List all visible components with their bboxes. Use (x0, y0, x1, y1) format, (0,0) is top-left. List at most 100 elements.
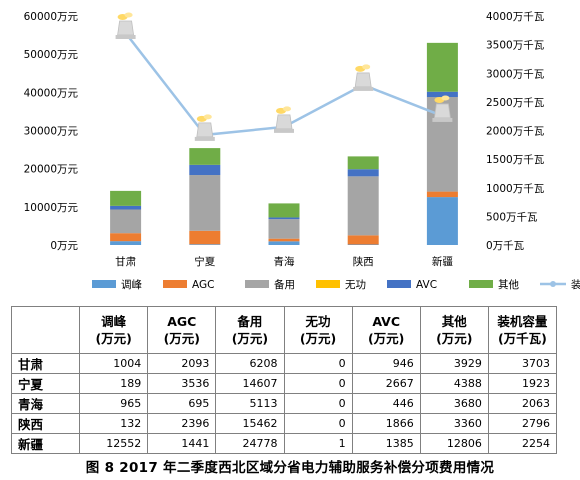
header-name: 备用 (237, 314, 263, 329)
marker-steam (441, 95, 450, 101)
marker-steam (124, 12, 133, 18)
header-unit: (万元) (299, 331, 337, 346)
capacity-marker (353, 64, 374, 91)
table-cell: 12806 (419, 433, 489, 454)
table-header-cell: 备用 (万元) (215, 306, 285, 354)
category-label: 陕西 (353, 255, 374, 268)
marker-base (274, 128, 294, 133)
bar-segment (426, 42, 458, 92)
marker-tower (196, 122, 214, 138)
bar-segment (426, 197, 458, 245)
category-labels: 甘肃 宁夏 青海 陕西 新疆 (115, 255, 453, 268)
bar-segment (347, 244, 379, 245)
bar-segment (268, 241, 300, 245)
category-label: 新疆 (432, 255, 453, 268)
bar-segment (268, 217, 300, 220)
capacity-marker (432, 95, 453, 122)
bar-stacks (110, 42, 458, 245)
table-cell: 2796 (487, 413, 558, 434)
table-cell: 15462 (215, 413, 285, 434)
bar-segment (189, 230, 221, 245)
legend-swatch (387, 280, 411, 288)
legend-label: 装机容量 (571, 278, 580, 291)
bar-segment (189, 175, 221, 231)
table-cell: 0 (283, 373, 353, 394)
left-tick-label: 30000万元 (24, 126, 79, 138)
marker-steam (283, 106, 291, 112)
data-table: 调峰 (万元) AGC (万元) 备用 (万元) 无功 (万元) AVC (万元) 其他 (… (10, 306, 558, 454)
bar-segment (110, 205, 142, 210)
marker-steam (203, 114, 212, 120)
header-name: 装机容量 (497, 314, 548, 329)
table-cell: 0 (283, 413, 353, 434)
bar-segment (110, 241, 142, 245)
bar-segment (189, 148, 221, 165)
table-cell: 132 (79, 413, 149, 434)
table-cell: 446 (351, 393, 421, 414)
header-name: 其他 (441, 314, 467, 329)
bar-segment (189, 244, 221, 245)
marker-steam (362, 64, 371, 70)
bar-segment (268, 219, 300, 239)
table-cell: 3680 (419, 393, 489, 414)
table-row: 甘肃 1004 2093 6208 0 946 3929 3703 (10, 353, 558, 374)
table-cell: 1866 (351, 413, 421, 434)
header-unit: (万元) (95, 331, 132, 346)
table-header-cell: AGC (万元) (147, 306, 217, 354)
legend-swatch (469, 280, 493, 288)
legend-swatch (163, 280, 187, 288)
capacity-marker (194, 114, 215, 141)
row-header: 新疆 (10, 433, 81, 454)
marker-tower (354, 72, 372, 88)
bar-segment (347, 176, 379, 236)
left-tick-label: 50000万元 (24, 49, 79, 61)
header-name: 无功 (305, 314, 331, 329)
table-cell: 24778 (215, 433, 285, 454)
table-row: 宁夏 189 3536 14607 0 2667 4388 1923 (10, 373, 558, 394)
header-name: 调峰 (101, 314, 127, 329)
bar-segment (110, 233, 142, 242)
category-label: 青海 (274, 255, 295, 268)
row-header: 青海 (10, 393, 81, 414)
table-cell: 695 (147, 393, 217, 414)
bar-segment (110, 209, 142, 234)
right-tick-label: 1500万千瓦 (486, 154, 545, 166)
category-label: 宁夏 (194, 255, 215, 268)
table-cell: 5113 (215, 393, 285, 414)
capacity-markers (115, 12, 453, 141)
left-tick-label: 40000万元 (24, 87, 79, 99)
legend: 调峰 AGC 备用 无功 AVC 其他 装机容量 (92, 278, 580, 291)
header-name: AVC (372, 314, 401, 329)
row-header: 宁夏 (10, 373, 81, 394)
bar-segment (268, 238, 300, 242)
bar-segment (268, 203, 300, 218)
bar-segment (189, 164, 221, 176)
table-cell: 0 (283, 353, 353, 374)
legend-label: 调峰 (121, 279, 142, 291)
left-tick-label: 60000万元 (24, 11, 79, 23)
table-cell: 4388 (419, 373, 489, 394)
right-tick-label: 2500万千瓦 (486, 97, 545, 109)
table-header-row: 调峰 (万元) AGC (万元) 备用 (万元) 无功 (万元) AVC (万元) 其他 (… (10, 306, 558, 354)
table-header-cell: 其他 (万元) (419, 306, 489, 354)
header-unit: (万元) (367, 331, 405, 346)
header-unit: (万元) (231, 331, 269, 346)
table-cell: 1004 (79, 353, 149, 374)
legend-swatch (245, 280, 269, 288)
header-name: AGC (167, 314, 197, 329)
header-unit: (万千瓦) (497, 331, 547, 346)
marker-base (115, 35, 136, 40)
right-tick-label: 1000万千瓦 (486, 183, 545, 195)
right-tick-label: 2000万千瓦 (486, 126, 545, 138)
table-header-cell: AVC (万元) (351, 306, 421, 354)
table-row: 青海 965 695 5113 0 446 3680 2063 (10, 393, 558, 414)
table-body: 甘肃 1004 2093 6208 0 946 3929 3703 宁夏 189 3536 14607… (10, 353, 558, 454)
right-tick-label: 3000万千瓦 (486, 68, 545, 80)
marker-base (432, 117, 453, 122)
marker-tower (117, 20, 135, 36)
table-cell: 6208 (215, 353, 285, 374)
table-row: 陕西 132 2396 15462 0 1866 3360 2796 (10, 413, 558, 434)
marker-tower (433, 103, 451, 119)
marker-base (353, 86, 374, 91)
bar-segment (347, 169, 379, 177)
